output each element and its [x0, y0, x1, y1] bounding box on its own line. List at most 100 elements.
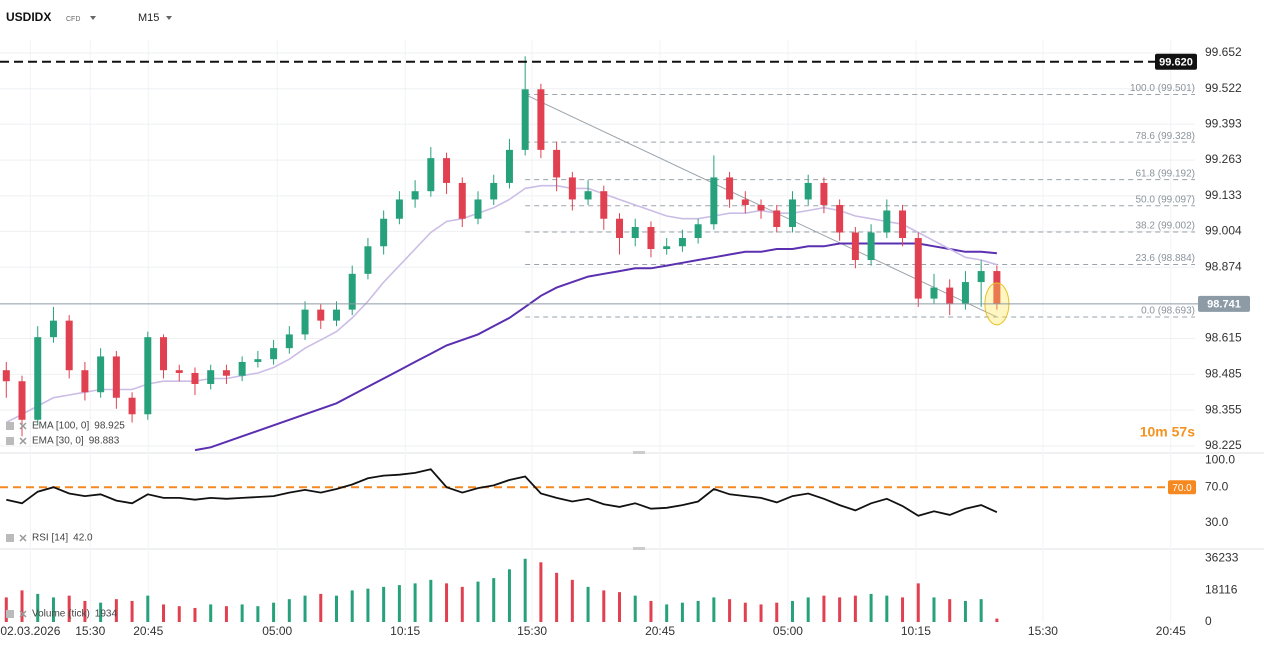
fib-label: 78.6 (99.328) [1136, 131, 1196, 142]
volume-bar [665, 604, 669, 622]
candle-body [647, 226, 655, 250]
volume-bar [303, 595, 307, 622]
volume-bar [350, 590, 354, 622]
candle-body [2, 370, 10, 382]
y-tick-label: 30.0 [1205, 515, 1229, 529]
fib-label: 61.8 (99.192) [1136, 168, 1196, 179]
x-tick-label: 02.03.2026 [0, 624, 60, 638]
candle-body [710, 177, 718, 225]
candle-body [443, 158, 451, 183]
volume-bar [853, 595, 857, 622]
volume-bar [602, 590, 606, 622]
volume-bar [382, 586, 386, 622]
candle-body [474, 199, 482, 219]
y-tick-label: 99.133 [1205, 188, 1242, 202]
y-tick-label: 70.0 [1205, 479, 1229, 493]
legend-name: EMA [100, 0] [32, 421, 89, 432]
candle-body [254, 359, 262, 362]
candle-body [490, 182, 498, 200]
volume-bar [995, 618, 999, 622]
volume-bar [256, 606, 260, 622]
candle-body [427, 158, 435, 192]
panel-handle[interactable] [633, 547, 645, 550]
legend-value: 42.0 [73, 533, 93, 544]
price-label-box [1155, 53, 1197, 70]
legend-toggle[interactable] [19, 534, 27, 542]
legend-value: 1934 [95, 609, 118, 620]
volume-bar [36, 593, 40, 622]
volume-bar [775, 602, 779, 622]
candle-body [899, 210, 907, 239]
volume-bar [209, 604, 213, 622]
volume-bar [523, 558, 527, 622]
volume-bar [460, 586, 464, 622]
candle-body [160, 337, 168, 371]
candle-body [238, 361, 246, 376]
fib-label: 23.6 (98.884) [1136, 253, 1196, 264]
y-tick-label: 100.0 [1205, 453, 1235, 467]
volume-bar [680, 602, 684, 622]
candle-body [804, 182, 812, 200]
legend-toggle[interactable] [19, 610, 27, 618]
y-tick-label: 98.225 [1205, 438, 1242, 452]
volume-bar [193, 607, 197, 622]
candle-body [301, 309, 309, 335]
volume-bar [114, 599, 118, 622]
y-tick-label: 98.485 [1205, 367, 1242, 381]
legend-icon [6, 422, 14, 430]
y-tick-label: 0 [1205, 614, 1212, 628]
volume-bar [790, 600, 794, 622]
volume-bar [696, 600, 700, 622]
volume-bar [822, 595, 826, 622]
timeframe[interactable]: M15 [138, 12, 159, 24]
symbol[interactable]: USDIDX [6, 10, 51, 24]
candle-body [914, 238, 922, 299]
volume-bar [743, 602, 747, 622]
volume-bar [979, 599, 983, 622]
candle-body [568, 177, 576, 200]
legend-toggle[interactable] [19, 437, 27, 445]
timeframe-dropdown[interactable] [166, 16, 172, 20]
x-tick-label: 15:30 [75, 624, 105, 638]
candle-body [270, 348, 278, 360]
candle-body [191, 372, 199, 384]
volume-bar [319, 593, 323, 622]
volume-bar [177, 606, 181, 622]
fib-label: 38.2 (99.002) [1136, 221, 1196, 232]
candle-body [584, 191, 592, 200]
y-tick-label: 99.004 [1205, 224, 1242, 238]
panel-handle[interactable] [633, 451, 645, 454]
y-tick-label: 98.874 [1205, 259, 1242, 273]
volume-bar [413, 583, 417, 622]
legend-name: RSI [14] [32, 533, 68, 544]
fib-label: 0.0 (98.693) [1141, 306, 1195, 317]
candle-body [521, 89, 529, 150]
candle-body [317, 309, 325, 321]
level-label: 70.0 [1172, 483, 1192, 494]
candle-body [222, 370, 230, 376]
ema-line [5, 184, 998, 424]
y-tick-label: 36233 [1205, 551, 1239, 565]
x-tick-label: 15:30 [1028, 624, 1058, 638]
volume-bar [633, 595, 637, 622]
volume-bar [4, 597, 8, 622]
fib-label: 100.0 (99.501) [1130, 83, 1195, 94]
y-tick-label: 99.522 [1205, 81, 1242, 95]
x-tick-label: 10:15 [390, 624, 420, 638]
x-tick-label: 20:45 [645, 624, 675, 638]
symbol-dropdown[interactable] [90, 16, 96, 20]
volume-bar [570, 579, 574, 622]
volume-bar [20, 590, 24, 622]
volume-bar [838, 597, 842, 622]
candle-body [726, 177, 734, 200]
candle-body [65, 320, 73, 371]
candle-body [34, 337, 42, 420]
candle-body [505, 149, 513, 183]
legend-value: 98.883 [89, 436, 120, 447]
rsi-line [6, 468, 998, 517]
legend-toggle[interactable] [19, 422, 27, 430]
volume-bar [99, 602, 103, 622]
candle-body [694, 224, 702, 239]
volume-bar [240, 604, 244, 622]
candle-body [757, 204, 765, 211]
